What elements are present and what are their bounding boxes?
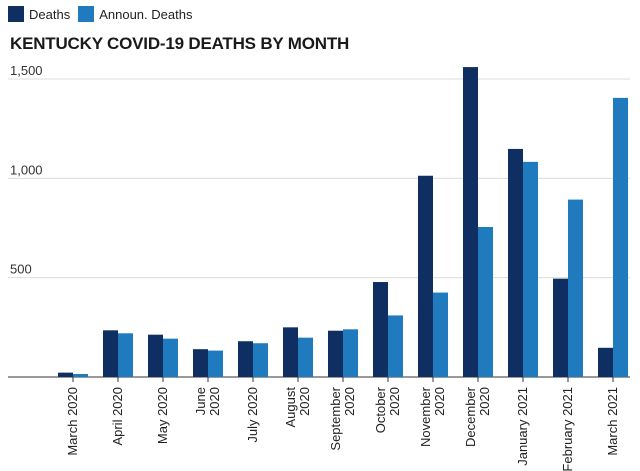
- y-tick-label: 1,000: [10, 162, 43, 177]
- legend-swatch-deaths: [8, 6, 24, 22]
- bar-announ-deaths: [298, 337, 313, 377]
- bar-announ-deaths: [478, 227, 493, 377]
- bar-deaths: [193, 349, 208, 377]
- bar-announ-deaths: [208, 350, 223, 377]
- x-tick-label: April 2020: [110, 387, 125, 446]
- bar-announ-deaths: [523, 161, 538, 377]
- bar-deaths: [328, 330, 343, 377]
- bar-deaths: [553, 278, 568, 377]
- x-tick-label: March 2020: [65, 387, 80, 456]
- x-tick-label: March 2021: [605, 387, 620, 456]
- bar-deaths: [418, 175, 433, 377]
- x-tick-label: 2020: [342, 387, 357, 416]
- bar-deaths: [598, 347, 613, 377]
- x-tick-label: 2020: [432, 387, 447, 416]
- bar-deaths: [508, 148, 523, 377]
- legend-item-deaths: Deaths: [8, 6, 70, 22]
- bar-deaths: [283, 327, 298, 377]
- bar-deaths: [58, 372, 73, 377]
- x-tick-label: November: [418, 386, 433, 447]
- bar-announ-deaths: [253, 343, 268, 377]
- x-tick-label: August: [283, 387, 298, 428]
- x-tick-label: 2020: [477, 387, 492, 416]
- x-tick-label: 2020: [207, 387, 222, 416]
- bar-announ-deaths: [73, 374, 88, 377]
- x-tick-label: July 2020: [245, 387, 260, 443]
- bar-deaths: [148, 334, 163, 377]
- x-tick-label: 2020: [297, 387, 312, 416]
- bar-announ-deaths: [388, 315, 403, 377]
- bar-deaths: [103, 330, 118, 377]
- legend-label-deaths: Deaths: [29, 6, 71, 22]
- bar-announ-deaths: [118, 333, 133, 377]
- x-tick-label: 2020: [387, 387, 402, 416]
- bar-deaths: [238, 341, 253, 377]
- x-tick-label: December: [463, 386, 478, 447]
- x-tick-label: June: [193, 387, 208, 415]
- bar-announ-deaths: [613, 97, 628, 377]
- x-tick-label: February 2021: [560, 387, 575, 471]
- bar-announ-deaths: [568, 199, 583, 377]
- bar-announ-deaths: [433, 292, 448, 377]
- x-tick-label: September: [328, 386, 343, 450]
- legend-swatch-announ-deaths: [78, 6, 95, 22]
- x-tick-label: May 2020: [155, 387, 170, 444]
- bar-deaths: [463, 67, 478, 377]
- bar-announ-deaths: [343, 329, 358, 377]
- bar-announ-deaths: [163, 338, 178, 377]
- legend: Deaths Announ. Deaths: [8, 6, 200, 22]
- x-tick-label: October: [373, 386, 388, 433]
- x-tick-label: January 2021: [515, 387, 530, 466]
- chart-title: KENTUCKY COVID-19 DEATHS BY MONTH: [10, 34, 350, 53]
- bar-deaths: [373, 282, 388, 377]
- legend-label-announ-deaths: Announ. Deaths: [99, 6, 193, 22]
- legend-item-announ-deaths: Announ. Deaths: [78, 6, 192, 22]
- y-tick-label: 500: [10, 262, 32, 277]
- y-tick-label: 1,500: [10, 63, 43, 78]
